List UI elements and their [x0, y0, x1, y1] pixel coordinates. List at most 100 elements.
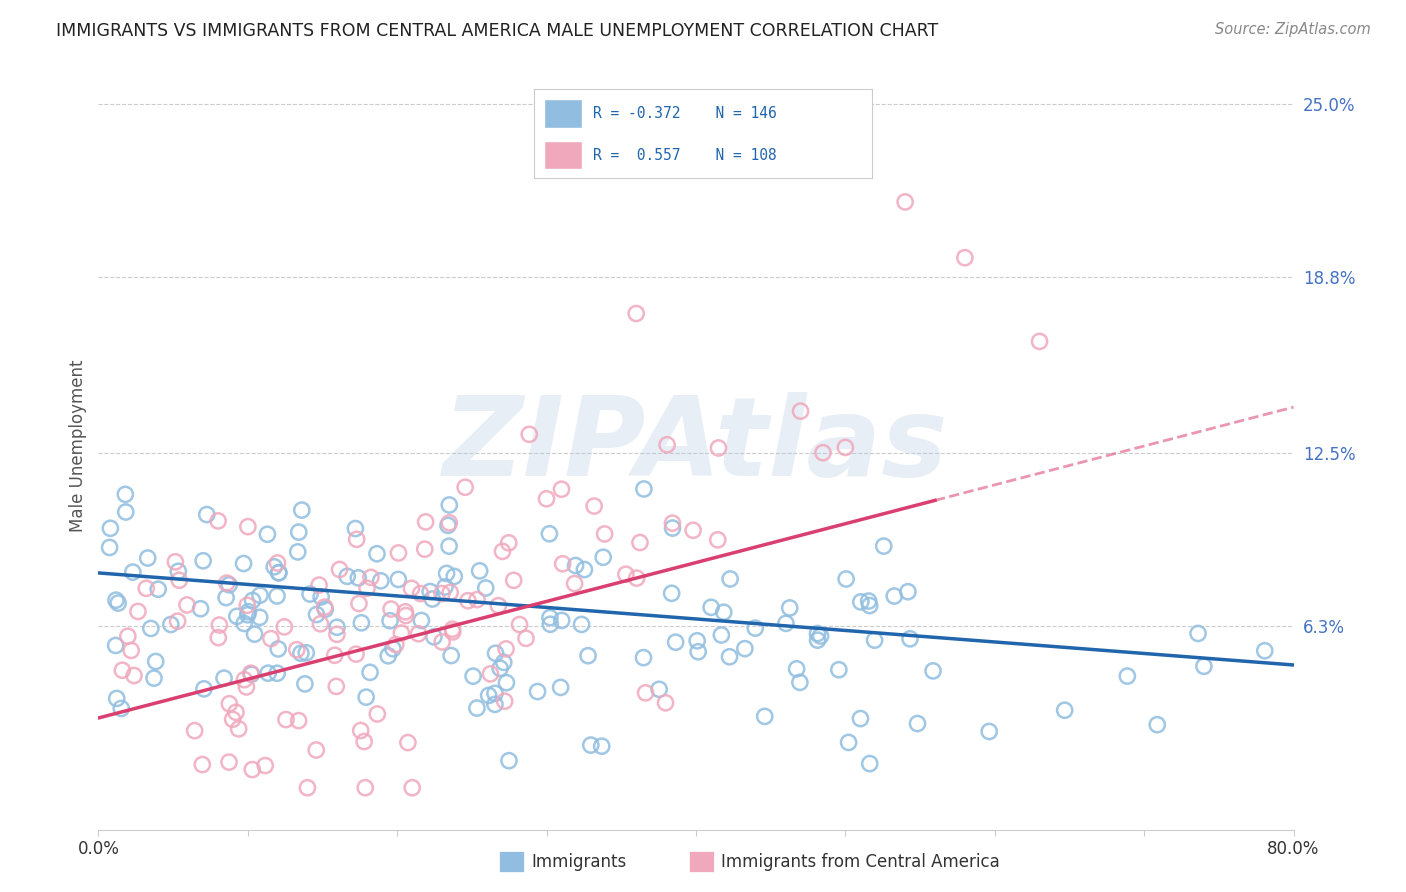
- Point: [495, 641, 517, 656]
- Point: [744, 621, 766, 635]
- Point: [294, 677, 316, 691]
- Point: [256, 527, 278, 541]
- Point: [859, 599, 882, 613]
- Point: [409, 587, 432, 601]
- Point: [297, 780, 319, 795]
- Point: [665, 635, 688, 649]
- Point: [143, 671, 166, 685]
- Point: [408, 626, 430, 640]
- Point: [441, 622, 464, 636]
- Point: [122, 668, 145, 682]
- Point: [579, 738, 602, 752]
- Point: [356, 581, 378, 595]
- Point: [873, 539, 896, 553]
- Point: [291, 503, 314, 517]
- Point: [583, 499, 606, 513]
- Point: [136, 551, 159, 566]
- Point: [437, 539, 460, 553]
- Point: [243, 627, 266, 641]
- Point: [207, 631, 229, 645]
- Point: [441, 624, 464, 639]
- Point: [433, 580, 456, 594]
- Point: [440, 648, 463, 663]
- Point: [232, 557, 254, 571]
- Point: [443, 569, 465, 583]
- Point: [591, 739, 613, 753]
- Point: [502, 574, 524, 588]
- Point: [385, 638, 408, 652]
- Point: [98, 541, 121, 555]
- Point: [135, 582, 157, 596]
- Point: [366, 547, 388, 561]
- Point: [104, 639, 127, 653]
- Point: [536, 491, 558, 506]
- Point: [326, 627, 349, 641]
- Point: [191, 757, 214, 772]
- Point: [207, 514, 229, 528]
- Point: [325, 680, 347, 694]
- Point: [478, 689, 501, 703]
- Point: [274, 713, 297, 727]
- Point: [479, 667, 502, 681]
- Point: [290, 646, 312, 660]
- Point: [215, 576, 238, 591]
- Point: [127, 605, 149, 619]
- Y-axis label: Male Unemployment: Male Unemployment: [69, 359, 87, 533]
- Point: [509, 617, 531, 632]
- Point: [195, 508, 218, 522]
- Point: [236, 519, 259, 533]
- Point: [117, 629, 139, 643]
- Point: [775, 616, 797, 631]
- Point: [228, 722, 250, 736]
- Point: [183, 723, 205, 738]
- Point: [98, 521, 122, 535]
- Point: [1187, 626, 1209, 640]
- Point: [422, 592, 444, 607]
- Point: [104, 593, 127, 607]
- Point: [110, 701, 132, 715]
- Point: [309, 616, 332, 631]
- Point: [734, 641, 756, 656]
- Point: [593, 527, 616, 541]
- Point: [484, 698, 506, 712]
- Point: [114, 487, 136, 501]
- Point: [166, 614, 188, 628]
- Point: [350, 615, 373, 630]
- Point: [550, 614, 572, 628]
- Point: [221, 712, 243, 726]
- Point: [592, 550, 614, 565]
- Point: [1116, 669, 1139, 683]
- Point: [661, 586, 683, 600]
- Point: [346, 533, 368, 547]
- Point: [1146, 717, 1168, 731]
- Point: [494, 694, 516, 708]
- Point: [907, 716, 929, 731]
- Point: [688, 645, 710, 659]
- Point: [347, 597, 370, 611]
- Text: ZIPAtlas: ZIPAtlas: [443, 392, 949, 500]
- Point: [176, 598, 198, 612]
- Text: Immigrants: Immigrants: [531, 853, 627, 871]
- Point: [1053, 703, 1076, 717]
- Point: [378, 614, 401, 628]
- Point: [810, 629, 832, 643]
- Point: [148, 582, 170, 597]
- Point: [309, 590, 332, 604]
- Text: Immigrants from Central America: Immigrants from Central America: [721, 853, 1000, 871]
- Point: [436, 566, 458, 581]
- Point: [838, 735, 860, 749]
- Point: [465, 701, 488, 715]
- Point: [779, 601, 801, 615]
- Point: [267, 642, 290, 657]
- Point: [287, 545, 309, 559]
- Point: [858, 594, 880, 608]
- Point: [786, 662, 808, 676]
- Point: [430, 586, 453, 600]
- Point: [423, 630, 446, 644]
- Point: [107, 596, 129, 610]
- Point: [236, 599, 259, 613]
- Point: [218, 578, 240, 592]
- Point: [849, 595, 872, 609]
- Point: [249, 610, 271, 624]
- Point: [474, 581, 496, 595]
